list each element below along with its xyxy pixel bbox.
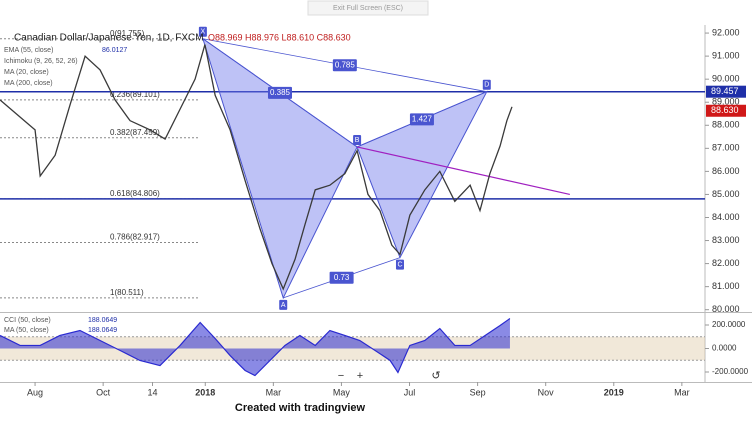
- fib-label: 0.236(89.101): [110, 90, 160, 99]
- reset[interactable]: ↺: [431, 370, 440, 382]
- cci-legend: MA (50, close): [4, 327, 49, 334]
- ratio-label: 0.785: [335, 60, 356, 69]
- point-label: D: [484, 82, 489, 89]
- x-tick-label: Aug: [27, 387, 43, 397]
- y-tick-label: 88.000: [712, 120, 740, 130]
- y-tick-label: 0.0000: [712, 344, 737, 353]
- x-tick-label: Mar: [266, 387, 282, 397]
- y-tick-label: 200.0000: [712, 320, 746, 329]
- y-tick-label: 89.000: [712, 97, 740, 107]
- y-tick-label: 90.000: [712, 74, 740, 84]
- y-tick-label: 85.000: [712, 189, 740, 199]
- point-box: [482, 79, 491, 90]
- x-tick-label: Jul: [404, 387, 416, 397]
- y-tick-label: 80.000: [712, 304, 740, 314]
- exit-button[interactable]: [307, 0, 429, 16]
- point-box: [353, 134, 362, 145]
- x-tick-label: 2018: [195, 387, 215, 397]
- price-tag-label: 89.457: [711, 86, 739, 96]
- zoom-controls: − + ↺: [338, 370, 441, 382]
- fib-label: 0.786(82.917): [110, 233, 160, 242]
- ratio-label: 1.427: [412, 114, 433, 123]
- point-box: [279, 299, 288, 310]
- indicator-label: Ichimoku (9, 26, 52, 26): [4, 58, 78, 65]
- indicator-label: MA (200, close): [4, 80, 53, 87]
- y-tick-label: 91.000: [712, 50, 740, 60]
- y-tick-label: -200.0000: [712, 367, 749, 376]
- fib-label: 0.382(87.459): [110, 128, 160, 137]
- zoom-out[interactable]: −: [338, 370, 344, 382]
- cci-legend-value: 188.0649: [88, 327, 117, 334]
- x-tick-label: May: [333, 387, 351, 397]
- price-tag-label: 88.630: [711, 105, 739, 115]
- price-tag: [706, 104, 746, 117]
- y-tick-label: 86.000: [712, 166, 740, 176]
- x-tick-label: 2019: [604, 387, 624, 397]
- zoom-in[interactable]: +: [357, 370, 363, 382]
- ohlc-label: O88.969 H88.976 L88.610 C88.630: [208, 32, 351, 42]
- fib-label: 0.618(84.806): [110, 189, 160, 198]
- point-box: [198, 26, 207, 37]
- price-line: [0, 44, 513, 291]
- x-tick-label: Mar: [674, 387, 690, 397]
- cci-area: [0, 318, 510, 376]
- price-tag: [706, 85, 746, 98]
- exit-label[interactable]: Exit Full Screen (ESC): [333, 5, 403, 12]
- y-tick-label: 82.000: [712, 258, 740, 268]
- x-tick-label: Sep: [470, 387, 486, 397]
- point-label: B: [355, 137, 360, 144]
- point-label: A: [281, 302, 286, 309]
- x-tick-label: Nov: [538, 387, 555, 397]
- indicator-value: 86.0127: [102, 47, 127, 54]
- ratio-box: [267, 86, 292, 99]
- y-tick-label: 84.000: [712, 212, 740, 222]
- fib-label: 1(80.511): [110, 288, 144, 297]
- ratio-label: 0.73: [334, 273, 350, 282]
- x-tick-label: 14: [147, 387, 157, 397]
- y-tick-label: 92.000: [712, 27, 740, 37]
- cci-legend-value: 188.0649: [88, 317, 117, 324]
- fib-label: 0(91.755): [110, 29, 145, 38]
- ratio-box: [409, 113, 434, 126]
- y-tick-label: 83.000: [712, 235, 740, 245]
- y-tick-label: 81.000: [712, 281, 740, 291]
- footer: Created with tradingview: [235, 402, 366, 414]
- x-tick-label: Oct: [96, 387, 111, 397]
- point-box: [395, 259, 404, 270]
- y-tick-label: 87.000: [712, 143, 740, 153]
- point-label: C: [397, 261, 402, 268]
- indicator-label: EMA (55, close): [4, 47, 53, 54]
- ratio-label: 0.385: [270, 88, 291, 97]
- cci-legend: CCI (50, close): [4, 317, 51, 324]
- ratio-box: [332, 59, 357, 72]
- chart-title: Canadian Dollar/Japanese Yen, 1D, FXCM: [14, 33, 204, 44]
- ratio-box: [329, 271, 354, 284]
- indicator-label: MA (20, close): [4, 69, 49, 76]
- cci-line: [0, 318, 511, 377]
- point-label: X: [201, 29, 206, 36]
- trendline: [356, 146, 570, 196]
